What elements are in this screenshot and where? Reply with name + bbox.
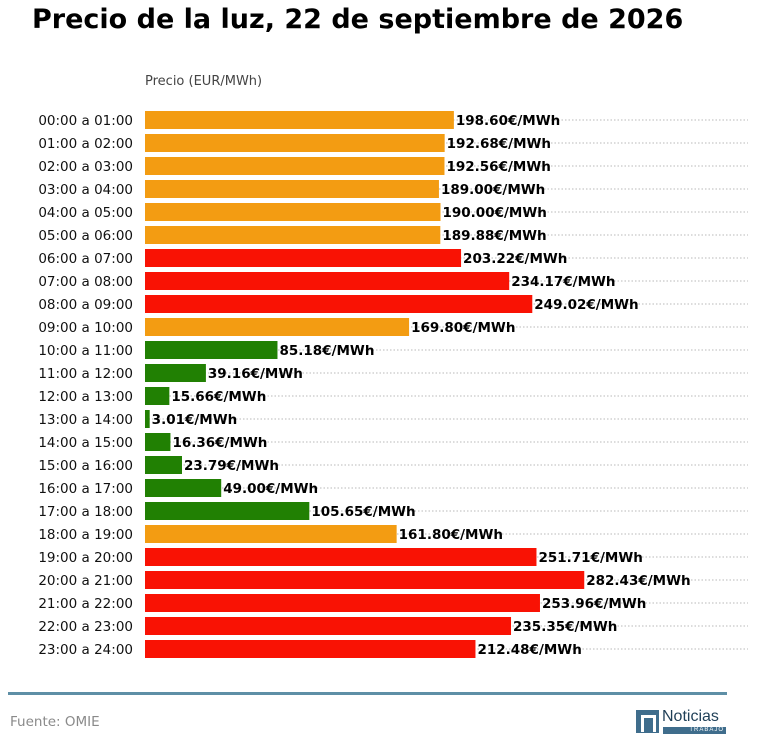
bar-19-00-20-00: [145, 548, 537, 566]
category-label: 09:00 a 10:00: [38, 320, 133, 336]
bar-20-00-21-00: [145, 571, 585, 589]
source-note: Fuente: OMIE: [10, 714, 100, 730]
value-label: 16.36€/MWh: [172, 435, 267, 451]
category-label: 02:00 a 03:00: [38, 159, 133, 175]
bar-18-00-19-00: [145, 525, 397, 543]
bar-06-00-07-00: [145, 249, 462, 267]
value-label: 189.00€/MWh: [441, 182, 545, 198]
value-label: 161.80€/MWh: [399, 527, 503, 543]
value-label: 251.71€/MWh: [538, 550, 642, 566]
bar-12-00-13-00: [145, 387, 170, 405]
bar-09-00-10-00: [145, 318, 410, 336]
category-label: 12:00 a 13:00: [38, 389, 133, 405]
value-label: 198.60€/MWh: [456, 113, 560, 129]
noticias-trabajo-logo: Noticias TRABAJO: [636, 708, 731, 736]
bar-16-00-17-00: [145, 479, 222, 497]
category-label: 04:00 a 05:00: [38, 205, 133, 221]
value-label: 203.22€/MWh: [463, 251, 567, 267]
value-label: 190.00€/MWh: [443, 205, 547, 221]
bar-00-00-01-00: [145, 111, 454, 129]
value-label: 249.02€/MWh: [534, 297, 638, 313]
category-label: 19:00 a 20:00: [38, 550, 133, 566]
bar-01-00-02-00: [145, 134, 445, 152]
category-label: 10:00 a 11:00: [38, 343, 133, 359]
category-label: 07:00 a 08:00: [38, 274, 133, 290]
value-label: 189.88€/MWh: [442, 228, 546, 244]
bar-23-00-24-00: [145, 640, 476, 658]
value-label: 105.65€/MWh: [311, 504, 415, 520]
bar-05-00-06-00: [145, 226, 441, 244]
bar-10-00-11-00: [145, 341, 278, 359]
value-label: 15.66€/MWh: [171, 389, 266, 405]
value-label: 253.96€/MWh: [542, 596, 646, 612]
category-label: 21:00 a 22:00: [38, 596, 133, 612]
value-label: 3.01€/MWh: [152, 412, 238, 428]
bar-07-00-08-00: [145, 272, 510, 290]
axis-label: Precio (EUR/MWh): [145, 74, 263, 89]
value-label: 49.00€/MWh: [223, 481, 318, 497]
bar-02-00-03-00: [145, 157, 445, 175]
category-label: 08:00 a 09:00: [38, 297, 133, 313]
value-label: 39.16€/MWh: [208, 366, 303, 382]
category-label: 01:00 a 02:00: [38, 136, 133, 152]
footer-divider: [8, 692, 727, 695]
bar-04-00-05-00: [145, 203, 441, 221]
value-label: 192.68€/MWh: [447, 136, 551, 152]
category-label: 20:00 a 21:00: [38, 573, 133, 589]
bar-13-00-14-00: [145, 410, 150, 428]
logo-name: Noticias: [662, 708, 719, 725]
category-label: 06:00 a 07:00: [38, 251, 133, 267]
value-label: 192.56€/MWh: [446, 159, 550, 175]
value-label: 169.80€/MWh: [411, 320, 515, 336]
chart-title: Precio de la luz, 22 de septiembre de 20…: [32, 4, 684, 35]
price-bar-chart: 00:00 a 01:00 198.60€/MWh 01:00 a 02:00 192…: [38, 111, 748, 658]
bar-03-00-04-00: [145, 180, 439, 198]
bar-14-00-15-00: [145, 433, 171, 451]
category-label: 14:00 a 15:00: [38, 435, 133, 451]
bar-22-00-23-00: [145, 617, 512, 635]
bar-17-00-18-00: [145, 502, 310, 520]
category-label: 16:00 a 17:00: [38, 481, 133, 497]
category-label: 22:00 a 23:00: [38, 619, 133, 635]
value-label: 212.48€/MWh: [477, 642, 581, 658]
value-label: 234.17€/MWh: [511, 274, 615, 290]
bar-11-00-12-00: [145, 364, 206, 382]
category-label: 05:00 a 06:00: [38, 228, 133, 244]
bar-08-00-09-00: [145, 295, 533, 313]
value-label: 23.79€/MWh: [184, 458, 279, 474]
category-label: 03:00 a 04:00: [38, 182, 133, 198]
bar-21-00-22-00: [145, 594, 540, 612]
value-label: 235.35€/MWh: [513, 619, 617, 635]
bar-15-00-16-00: [145, 456, 182, 474]
value-label: 85.18€/MWh: [279, 343, 374, 359]
value-label: 282.43€/MWh: [586, 573, 690, 589]
logo-subtitle: TRABAJO: [663, 727, 726, 734]
category-label: 23:00 a 24:00: [38, 642, 133, 658]
logo-mark-icon: [636, 710, 659, 733]
category-label: 11:00 a 12:00: [38, 366, 133, 382]
category-label: 15:00 a 16:00: [38, 458, 133, 474]
category-label: 17:00 a 18:00: [38, 504, 133, 520]
category-label: 13:00 a 14:00: [38, 412, 133, 428]
category-label: 18:00 a 19:00: [38, 527, 133, 543]
category-label: 00:00 a 01:00: [38, 113, 133, 129]
